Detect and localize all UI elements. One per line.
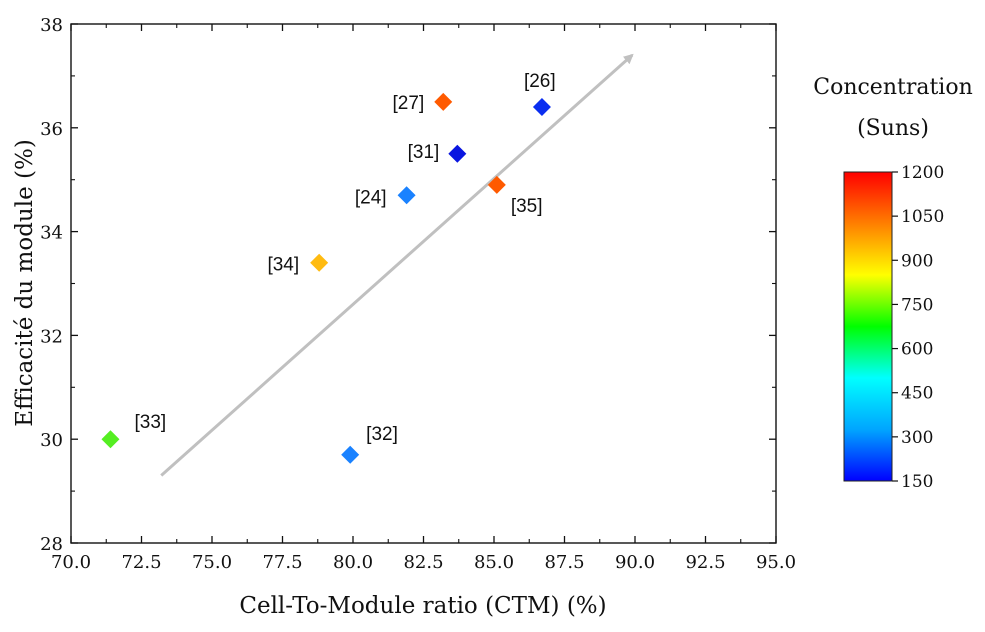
x-tick-label: 85.0 [474,552,514,573]
y-axis-title: Efficacité du module (%) [12,139,38,427]
x-tick-label: 87.5 [544,552,584,573]
trend-arrow [160,53,634,477]
data-points: [33] [32] [34] [24] [31] [27] [35] [26] [101,71,556,464]
x-tick-label: 75.0 [192,552,232,573]
colorbar-gradient [843,171,893,482]
colorbar-tick-label: 900 [901,251,933,271]
y-tick-label: 30 [40,430,63,451]
data-point-label: [34] [267,255,299,276]
data-point-label: [24] [355,187,387,208]
colorbar-tick-label: 450 [901,384,933,404]
colorbar-title-line2: (Suns) [857,116,929,141]
y-tick-label: 36 [40,119,63,140]
colorbar-tick-label: 1200 [901,163,944,183]
colorbar-tick-label: 150 [901,472,933,492]
colorbar: Concentration (Suns) 150 300 450 600 750 900 1… [813,75,973,492]
data-point-marker [310,253,329,272]
x-tick-label: 92.5 [685,552,725,573]
data-point-marker [532,98,551,117]
data-point-label: [33] [134,412,166,433]
data-point-label: [31] [408,142,440,163]
data-point-label: [35] [511,196,543,217]
data-point-marker [341,445,360,464]
colorbar-tick-label: 1050 [901,207,944,227]
y-axis: 28 30 32 34 36 38 [40,15,776,555]
x-tick-label: 77.5 [262,552,302,573]
data-point-marker [397,186,416,205]
x-axis-title: Cell-To-Module ratio (CTM) (%) [239,593,606,619]
data-point-marker [448,144,467,163]
y-tick-label: 38 [40,15,63,36]
data-point-label: [26] [524,71,556,92]
data-point-marker [101,430,120,449]
colorbar-title-line1: Concentration [813,75,973,100]
colorbar-tick-label: 600 [901,340,933,360]
y-tick-label: 28 [40,534,63,555]
x-tick-label: 95.0 [756,552,796,573]
x-axis: 70.0 72.5 75.0 77.5 80.0 82.5 85.0 87.5 90.0 92.5… [51,24,796,573]
data-point-marker [434,92,453,111]
x-tick-label: 72.5 [121,552,161,573]
data-point-label: [27] [393,93,425,114]
y-tick-label: 34 [40,223,63,244]
x-tick-label: 90.0 [615,552,655,573]
y-tick-label: 32 [40,326,63,347]
x-tick-label: 82.5 [403,552,443,573]
x-tick-label: 70.0 [51,552,91,573]
data-point-marker [487,175,506,194]
colorbar-tick-label: 300 [901,428,933,448]
colorbar-tick-label: 750 [901,295,933,315]
data-point-label: [32] [366,424,398,445]
x-tick-label: 80.0 [333,552,373,573]
